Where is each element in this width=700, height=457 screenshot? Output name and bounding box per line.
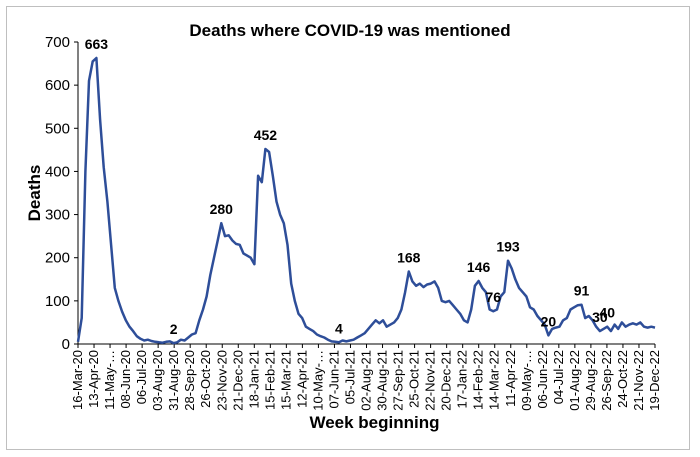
x-tick-label: 11-Apr-22 [503, 350, 518, 407]
x-tick-label: 06-Jun-22 [535, 350, 550, 409]
y-tick-label: 500 [45, 120, 70, 137]
x-tick-label: 03-Aug-20 [150, 350, 165, 411]
x-tick-label: 12-Apr-21 [294, 350, 309, 408]
y-tick-label: 100 [45, 293, 70, 310]
x-tick-label: 26-Oct-20 [198, 350, 213, 408]
y-axis-label: Deaths [25, 165, 44, 222]
chart-frame [6, 6, 690, 450]
x-tick-label: 14-Feb-22 [471, 350, 486, 410]
x-tick-label: 07-Jun-21 [326, 350, 341, 409]
x-tick-label: 09-May-… [519, 350, 534, 411]
x-tick-label: 23-Nov-20 [214, 350, 229, 411]
data-label: 20 [541, 313, 557, 329]
x-tick-label: 19-Dec-22 [647, 350, 662, 411]
x-tick-label: 18-Jan-21 [246, 350, 261, 409]
chart-title: Deaths where COVID-19 was mentioned [189, 21, 510, 40]
x-tick-label: 30-Aug-21 [375, 350, 390, 411]
x-tick-label: 31-Aug-20 [166, 350, 181, 411]
y-tick-label: 0 [62, 336, 70, 353]
x-tick-label: 10-May-… [310, 350, 325, 411]
x-tick-label: 25-Oct-21 [407, 350, 422, 408]
data-label: 452 [254, 127, 278, 143]
data-label: 4 [335, 320, 343, 336]
x-tick-label: 15-Feb-21 [262, 350, 277, 410]
y-tick-label: 300 [45, 207, 70, 224]
data-label: 168 [397, 250, 421, 266]
y-axis-ticks: 0 100 200 300 400 500 600 700 [45, 34, 78, 353]
data-label: 280 [210, 201, 234, 217]
x-axis-label: Week beginning [309, 413, 439, 432]
data-label: 30 [592, 309, 608, 325]
x-tick-label: 08-Jun-20 [118, 350, 133, 409]
data-label: 91 [574, 283, 590, 299]
x-axis-ticks: 16-Mar-20 13-Apr-20 11-May-… 08-Jun-20 06-Ju… [70, 344, 662, 411]
y-tick-label: 400 [45, 163, 70, 180]
data-label: 2 [170, 321, 178, 337]
x-tick-label: 21-Dec-20 [230, 350, 245, 411]
x-tick-label: 21-Nov-22 [631, 350, 646, 411]
x-tick-label: 27-Sep-21 [391, 350, 406, 411]
x-tick-label: 01-Aug-22 [567, 350, 582, 411]
x-tick-label: 29-Aug-22 [583, 350, 598, 411]
series-line-deaths [76, 56, 656, 345]
y-tick-label: 700 [45, 34, 70, 51]
x-tick-label: 15-Mar-21 [278, 350, 293, 410]
x-tick-label: 26-Sep-22 [599, 350, 614, 411]
x-tick-label: 20-Dec-21 [439, 350, 454, 411]
x-tick-label: 14-Mar-22 [487, 350, 502, 410]
data-label: 193 [496, 239, 520, 255]
x-tick-label: 13-Apr-20 [86, 350, 101, 408]
x-tick-label: 11-May-… [102, 350, 117, 410]
x-tick-label: 05-Jul-21 [342, 350, 357, 404]
data-label: 40 [599, 305, 615, 321]
data-label: 663 [85, 36, 109, 52]
x-tick-label: 16-Mar-20 [70, 350, 85, 410]
x-tick-label: 06-Jul-20 [134, 350, 149, 404]
x-tick-label: 02-Aug-21 [359, 350, 374, 411]
x-tick-label: 22-Nov-21 [423, 350, 438, 411]
x-tick-label: 24-Oct-22 [615, 350, 630, 408]
y-tick-label: 600 [45, 77, 70, 94]
data-label: 76 [486, 289, 502, 305]
data-label: 146 [467, 259, 491, 275]
x-tick-label: 04-Jul-22 [551, 350, 566, 404]
x-tick-label: 28-Sep-20 [182, 350, 197, 411]
y-tick-label: 200 [45, 250, 70, 267]
x-tick-label: 17-Jan-22 [455, 350, 470, 409]
